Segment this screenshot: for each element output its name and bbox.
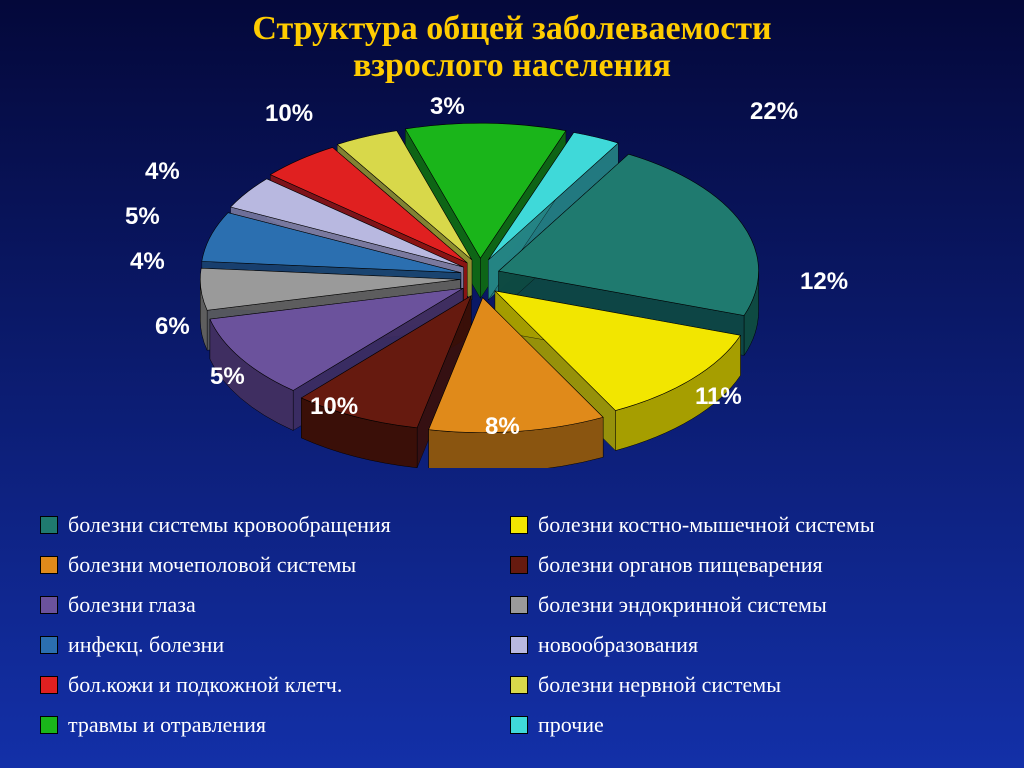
legend-label: прочие bbox=[538, 712, 604, 738]
legend-label: болезни эндокринной системы bbox=[538, 592, 827, 618]
legend-swatch bbox=[40, 636, 58, 654]
legend-item: болезни эндокринной системы bbox=[510, 585, 980, 625]
legend-item: болезни глаза bbox=[40, 585, 510, 625]
slide-root: Структура общей заболеваемости взрослого… bbox=[0, 0, 1024, 768]
pie-slice-label: 11% bbox=[695, 383, 742, 411]
pie-slice-label: 22% bbox=[750, 98, 798, 126]
legend: болезни системы кровообращения болезни мо… bbox=[40, 505, 984, 745]
legend-swatch bbox=[510, 716, 528, 734]
legend-label: болезни глаза bbox=[68, 592, 196, 618]
pie-slice-label: 8% bbox=[485, 413, 520, 441]
pie-slice-label: 5% bbox=[125, 203, 160, 231]
legend-column-left: болезни системы кровообращения болезни мо… bbox=[40, 505, 510, 745]
legend-label: новообразования bbox=[538, 632, 698, 658]
legend-swatch bbox=[40, 716, 58, 734]
legend-label: болезни костно-мышечной системы bbox=[538, 512, 875, 538]
legend-swatch bbox=[510, 556, 528, 574]
legend-item: инфекц. болезни bbox=[40, 625, 510, 665]
legend-label: болезни системы кровообращения bbox=[68, 512, 391, 538]
legend-label: инфекц. болезни bbox=[68, 632, 224, 658]
legend-item: бол.кожи и подкожной клетч. bbox=[40, 665, 510, 705]
pie-chart: 22% 12% 11% 8% 10% 5% 6% 4% 5% 4% 10% 3% bbox=[40, 88, 984, 468]
legend-label: травмы и отравления bbox=[68, 712, 266, 738]
legend-swatch bbox=[510, 636, 528, 654]
legend-item: болезни мочеполовой системы bbox=[40, 545, 510, 585]
legend-label: болезни мочеполовой системы bbox=[68, 552, 356, 578]
legend-swatch bbox=[40, 596, 58, 614]
legend-item: травмы и отравления bbox=[40, 705, 510, 745]
pie-slice-label: 10% bbox=[265, 100, 313, 128]
legend-label: бол.кожи и подкожной клетч. bbox=[68, 672, 342, 698]
legend-swatch bbox=[40, 516, 58, 534]
legend-swatch bbox=[40, 556, 58, 574]
legend-swatch bbox=[510, 676, 528, 694]
title-line-2: взрослого населения bbox=[353, 47, 671, 84]
legend-item: болезни нервной системы bbox=[510, 665, 980, 705]
pie-slice-label: 3% bbox=[430, 93, 465, 121]
pie-slice-label: 10% bbox=[310, 393, 358, 421]
pie-slice-label: 4% bbox=[145, 158, 180, 186]
legend-column-right: болезни костно-мышечной системы болезни о… bbox=[510, 505, 980, 745]
chart-title: Структура общей заболеваемости взрослого… bbox=[0, 10, 1024, 85]
legend-item: новообразования bbox=[510, 625, 980, 665]
legend-item: болезни органов пищеварения bbox=[510, 545, 980, 585]
legend-item: болезни костно-мышечной системы bbox=[510, 505, 980, 545]
legend-swatch bbox=[40, 676, 58, 694]
legend-label: болезни нервной системы bbox=[538, 672, 781, 698]
legend-item: болезни системы кровообращения bbox=[40, 505, 510, 545]
pie-slice-label: 5% bbox=[210, 363, 245, 391]
legend-swatch bbox=[510, 596, 528, 614]
pie-slice-label: 12% bbox=[800, 268, 848, 296]
title-line-1: Структура общей заболеваемости bbox=[252, 10, 771, 47]
pie-slice-label: 4% bbox=[130, 248, 165, 276]
legend-label: болезни органов пищеварения bbox=[538, 552, 823, 578]
pie-slice-label: 6% bbox=[155, 313, 190, 341]
legend-swatch bbox=[510, 516, 528, 534]
legend-item: прочие bbox=[510, 705, 980, 745]
